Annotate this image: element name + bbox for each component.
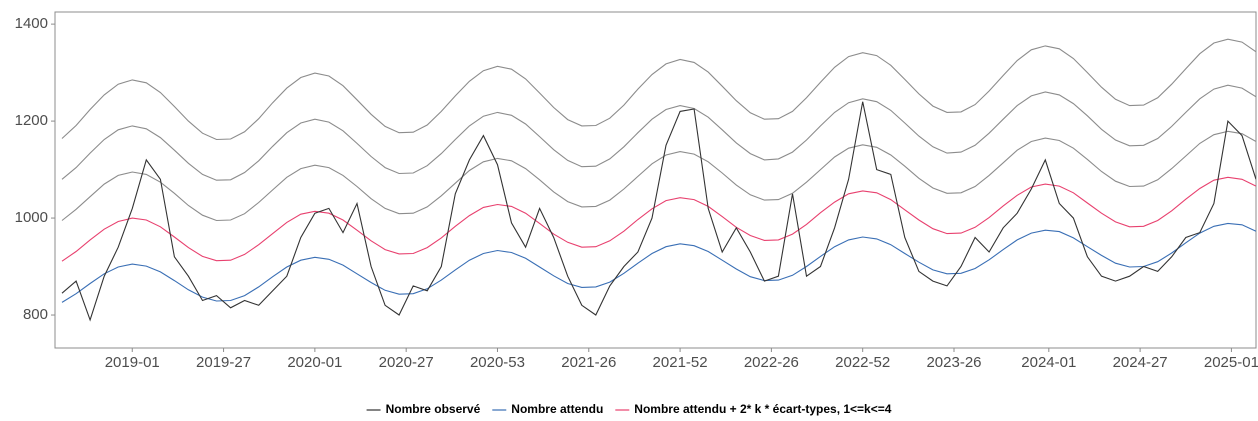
y-tick-label: 1200 xyxy=(15,112,48,129)
x-tick-label: 2022-26 xyxy=(744,354,799,371)
x-tick-label: 2021-26 xyxy=(561,354,616,371)
x-tick-label: 2019-27 xyxy=(196,354,251,371)
series-line xyxy=(61,38,1256,141)
legend-label: Nombre attendu + 2* k * écart-types, 1<=… xyxy=(634,402,891,416)
x-tick-label: 2021-52 xyxy=(653,354,708,371)
legend-item: Nombre observé xyxy=(366,402,481,416)
x-tick-label: 2025-01 xyxy=(1204,354,1258,371)
series-line xyxy=(61,222,1256,303)
x-tick-label: 2020-27 xyxy=(379,354,434,371)
x-tick-label: 2020-01 xyxy=(287,354,342,371)
y-tick-label: 1400 xyxy=(15,15,48,32)
x-tick-label: 2024-27 xyxy=(1113,354,1168,371)
series-line xyxy=(61,130,1256,222)
plot-area xyxy=(61,38,1256,322)
legend: Nombre observé Nombre attendu Nombre atten… xyxy=(366,402,892,416)
legend-item: Nombre attendu + 2* k * écart-types, 1<=… xyxy=(615,402,892,416)
x-tick-label: 2020-53 xyxy=(470,354,525,371)
series-line xyxy=(61,101,1256,322)
plot-border xyxy=(54,11,1257,349)
series-line xyxy=(61,84,1256,181)
x-tick-label: 2023-26 xyxy=(926,354,981,371)
legend-label: Nombre attendu xyxy=(511,402,603,416)
legend-label: Nombre observé xyxy=(386,402,481,416)
x-tick-label: 2019-01 xyxy=(105,354,160,371)
series-line xyxy=(61,176,1256,262)
x-tick-label: 2024-01 xyxy=(1021,354,1076,371)
x-tick-label: 2022-52 xyxy=(835,354,890,371)
y-tick-label: 800 xyxy=(23,306,48,323)
y-tick-label: 1000 xyxy=(15,209,48,226)
legend-item: Nombre attendu xyxy=(492,402,603,416)
